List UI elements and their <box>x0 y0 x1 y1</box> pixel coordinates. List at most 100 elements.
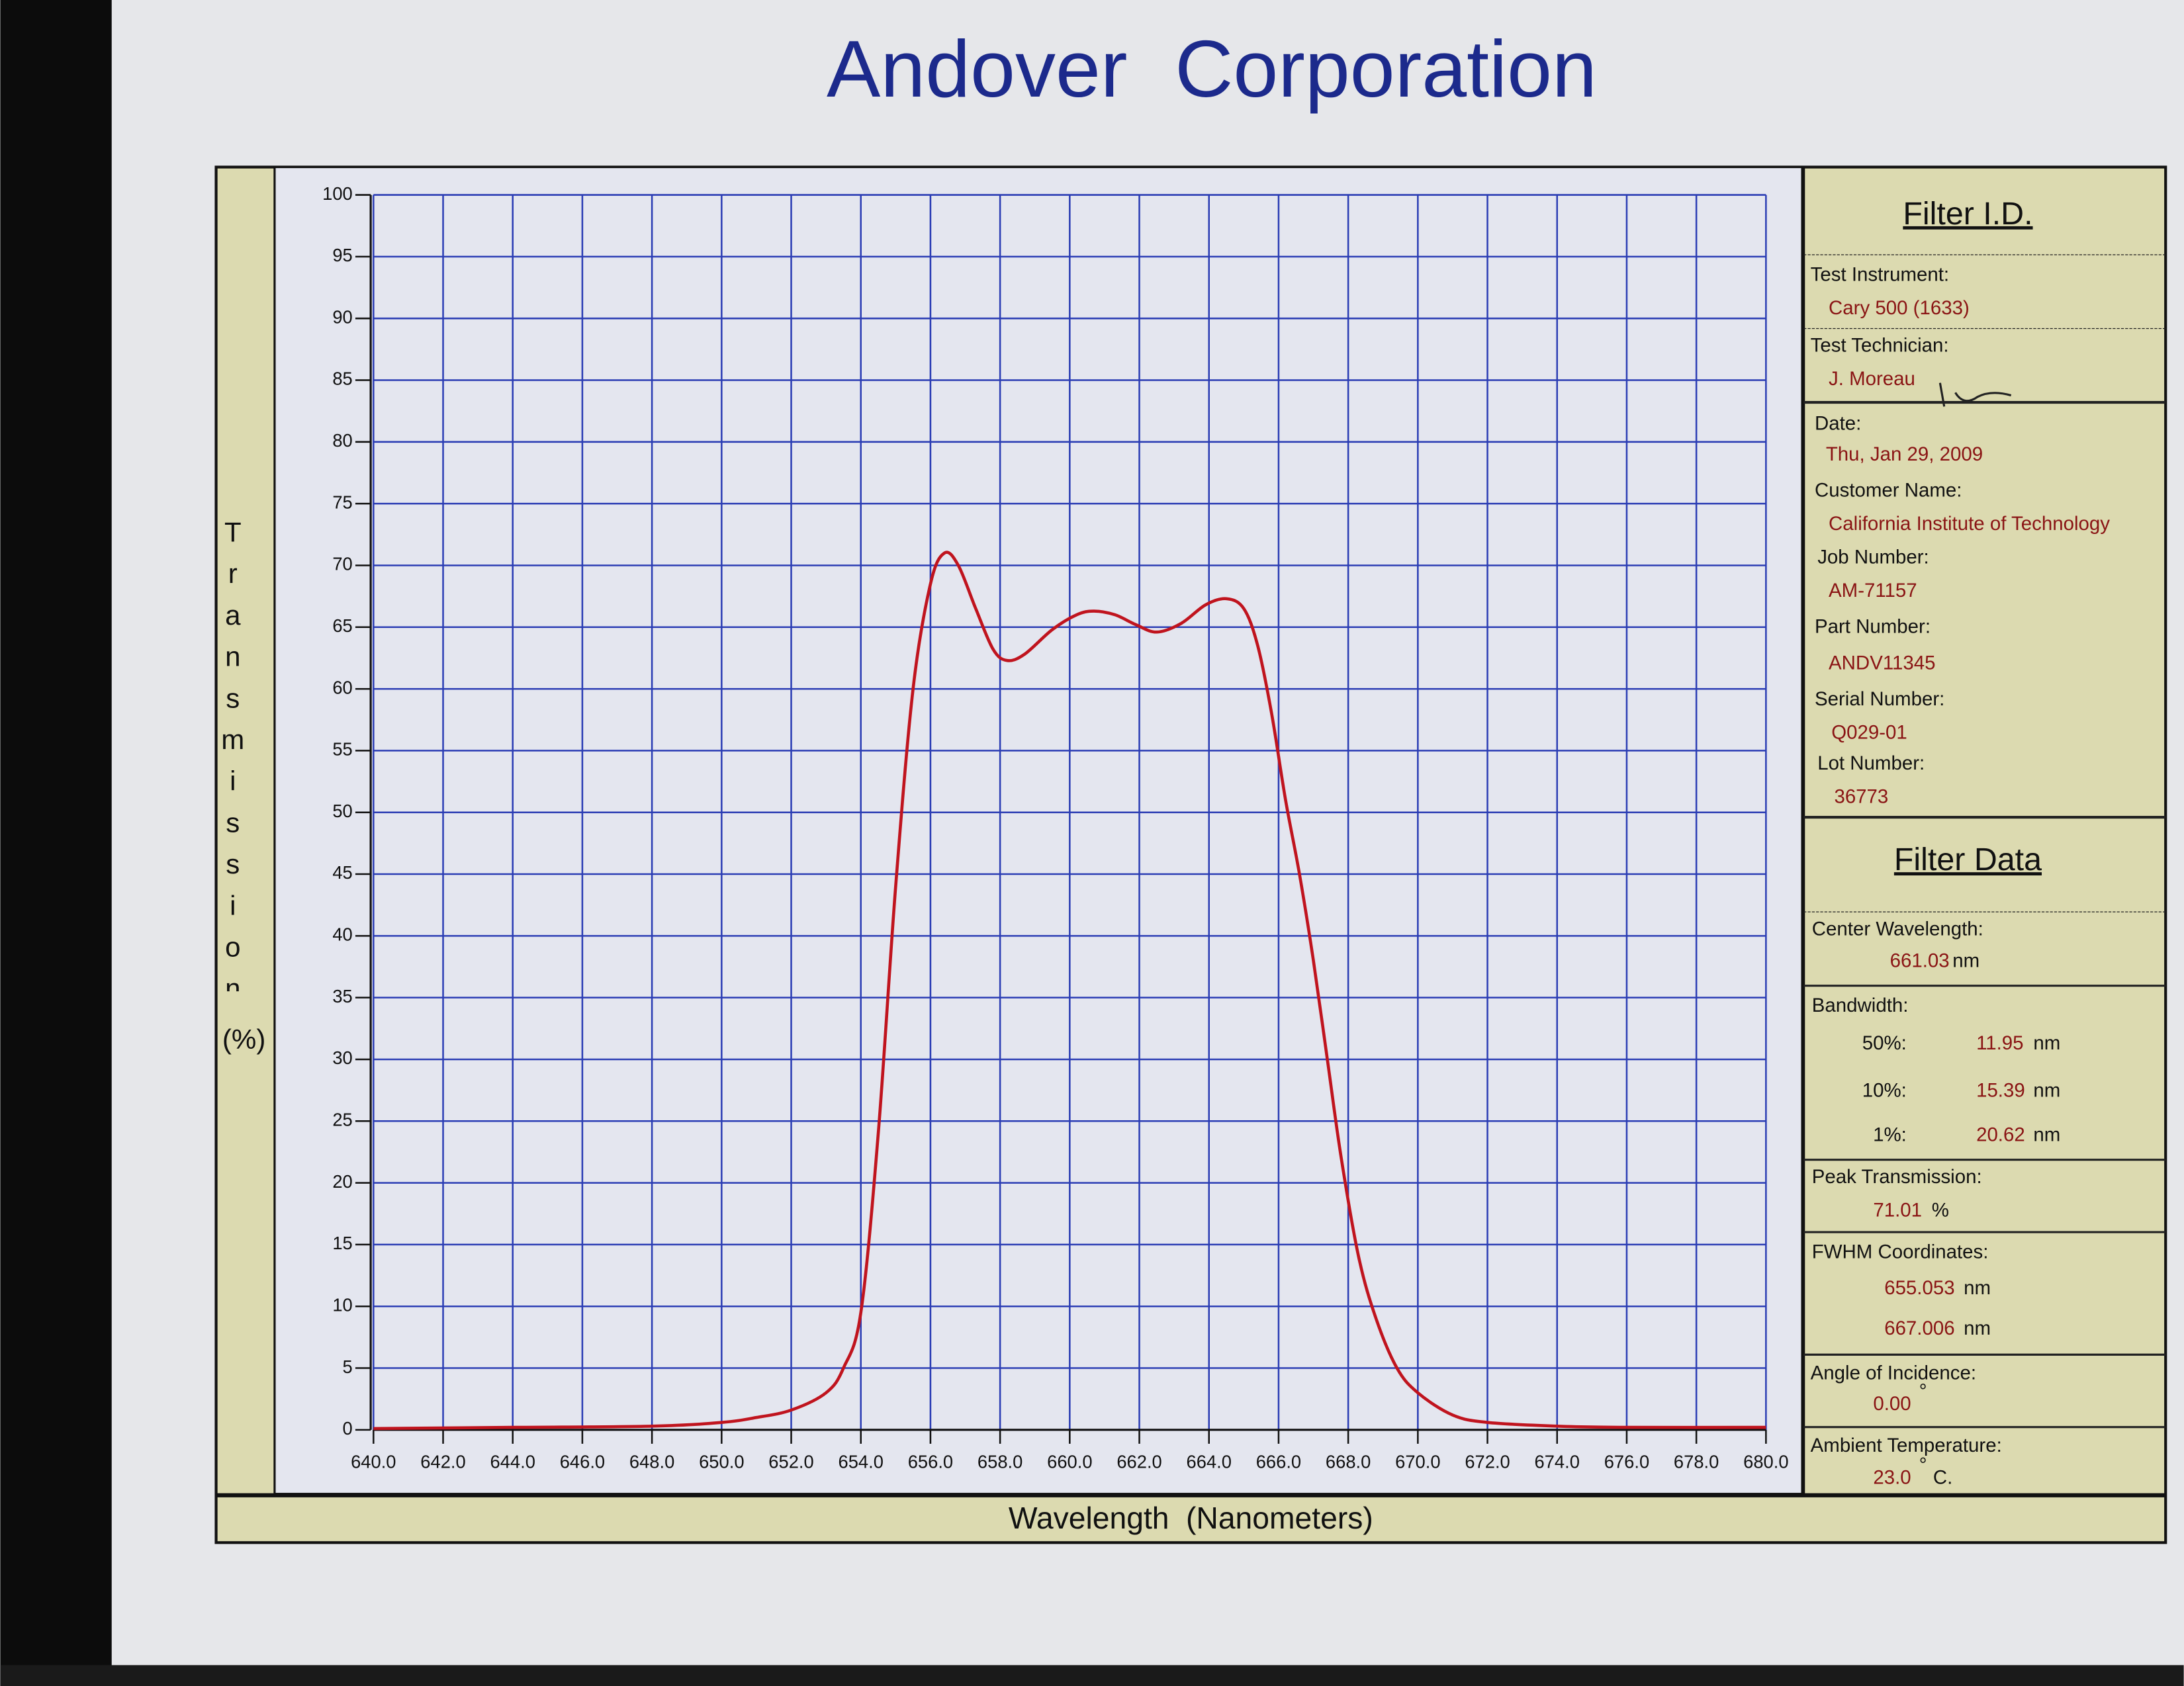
field-value: 0.00 <box>1873 1393 1911 1415</box>
y-tick-label: 40 <box>332 924 352 945</box>
y-tick-label: 35 <box>332 986 352 1006</box>
y-tick-label: 50 <box>332 801 352 821</box>
transmission-curve <box>373 551 1766 1431</box>
field-value: 667.006 <box>1884 1317 1954 1339</box>
x-tick-label: 660.0 <box>1047 1452 1092 1472</box>
x-tick-label: 654.0 <box>839 1452 884 1472</box>
field-value: Cary 500 (1633) <box>1829 297 1970 319</box>
panel-title: Filter Data <box>1894 842 2042 877</box>
field-label: Test Technician: <box>1811 335 1949 357</box>
field-value: ANDV11345 <box>1829 652 1935 674</box>
x-tick-label: 662.0 <box>1116 1452 1161 1472</box>
field-value: 655.053 <box>1884 1277 1954 1299</box>
y-tick-label: 70 <box>332 554 352 574</box>
scan-edge <box>0 1665 2184 1686</box>
field-label: 50%: <box>1862 1032 1907 1054</box>
x-tick-label: 676.0 <box>1604 1452 1649 1472</box>
field-value: 11.95 <box>1976 1032 2023 1054</box>
unit: % <box>1932 1199 1949 1221</box>
field-label: Job Number: <box>1817 547 1929 568</box>
y-tick-label: 10 <box>332 1294 352 1315</box>
unit: ° <box>1919 1380 1927 1402</box>
y-tick-label: 100 <box>322 183 353 204</box>
y-tick-label: 0 <box>343 1418 353 1439</box>
field-label: Bandwidth: <box>1812 995 1909 1016</box>
field-label: Lot Number: <box>1817 752 1925 774</box>
field-value: Q029-01 <box>1831 722 1907 744</box>
field-label: Test Instrument: <box>1811 263 1949 285</box>
field-value: Thu, Jan 29, 2009 <box>1826 443 1983 465</box>
y-tick-label: 55 <box>332 739 352 760</box>
x-tick-label: 652.0 <box>768 1452 813 1472</box>
y-tick-label: 65 <box>332 615 352 636</box>
panel-title: Filter I.D. <box>1903 196 2032 232</box>
field-label: 10%: <box>1862 1079 1907 1101</box>
y-tick-label: 95 <box>332 245 352 265</box>
field-value: 71.01 <box>1873 1199 1922 1221</box>
field-label: 1%: <box>1873 1124 1907 1146</box>
x-tick-label: 644.0 <box>490 1452 535 1472</box>
scan-edge <box>0 0 112 1686</box>
unit: ° <box>1919 1454 1927 1476</box>
unit: nm <box>1964 1317 1991 1339</box>
signature <box>1938 382 2012 407</box>
field-label: Peak Transmission: <box>1812 1166 1982 1188</box>
field-value: AM-71157 <box>1829 580 1917 601</box>
x-axis-label: Wavelength (Nanometers) <box>1009 1501 1373 1535</box>
y-tick-label: 60 <box>332 677 352 697</box>
plot-area <box>273 165 1803 1495</box>
x-tick-label: 656.0 <box>908 1452 953 1472</box>
field-value: California Institute of Technology <box>1829 513 2110 535</box>
field-value: J. Moreau <box>1829 368 1915 390</box>
y-tick-label: 25 <box>332 1110 352 1130</box>
y-tick-label: 80 <box>332 430 352 451</box>
y-tick-label: 30 <box>332 1047 352 1068</box>
field-label: FWHM Coordinates: <box>1812 1241 1989 1263</box>
field-label: Customer Name: <box>1815 480 1962 502</box>
unit: nm <box>2033 1124 2060 1146</box>
field-value: 20.62 <box>1976 1124 2025 1146</box>
y-tick-label: 85 <box>332 369 352 389</box>
field-value: 15.39 <box>1976 1079 2025 1101</box>
y-tick-label: 5 <box>343 1356 353 1377</box>
unit: nm <box>1964 1277 1991 1299</box>
field-value: 661.03 <box>1890 950 1950 972</box>
y-tick-label: 75 <box>332 492 352 512</box>
x-tick-label: 680.0 <box>1743 1452 1788 1472</box>
unit: nm <box>2033 1032 2060 1054</box>
field-value: 36773 <box>1834 785 1888 807</box>
y-axis-unit: (%) <box>222 1024 265 1055</box>
x-tick-label: 668.0 <box>1326 1452 1371 1472</box>
x-tick-label: 648.0 <box>629 1452 674 1472</box>
unit: nm <box>2033 1079 2060 1101</box>
y-tick-label: 45 <box>332 862 352 883</box>
x-tick-label: 640.0 <box>351 1452 396 1472</box>
x-tick-label: 650.0 <box>699 1452 744 1472</box>
panel-rules <box>1803 254 2166 1429</box>
unit: C. <box>1933 1466 1952 1488</box>
x-tick-label: 666.0 <box>1256 1452 1301 1472</box>
field-label: Ambient Temperature: <box>1811 1435 2002 1456</box>
y-axis-label: Transmission <box>217 517 248 992</box>
y-tick-label: 20 <box>332 1171 352 1192</box>
x-tick-label: 658.0 <box>978 1452 1023 1472</box>
field-label: Angle of Incidence: <box>1811 1362 1976 1384</box>
unit: nm <box>1952 950 1979 972</box>
y-tick-label: 15 <box>332 1233 352 1253</box>
chart-title: Andover Corporation <box>827 24 1597 114</box>
x-tick-label: 646.0 <box>560 1452 605 1472</box>
field-label: Serial Number: <box>1815 688 1944 710</box>
x-tick-label: 670.0 <box>1395 1452 1440 1472</box>
y-tick-label: 90 <box>332 306 352 327</box>
x-tick-label: 678.0 <box>1674 1452 1719 1472</box>
x-tick-label: 642.0 <box>420 1452 465 1472</box>
x-tick-label: 664.0 <box>1187 1452 1232 1472</box>
field-label: Center Wavelength: <box>1812 918 1983 940</box>
x-tick-label: 672.0 <box>1465 1452 1510 1472</box>
field-value: 23.0 <box>1873 1466 1911 1488</box>
x-tick-label: 674.0 <box>1535 1452 1580 1472</box>
field-label: Part Number: <box>1815 616 1931 638</box>
y-label-box: Transmission <box>217 517 248 992</box>
